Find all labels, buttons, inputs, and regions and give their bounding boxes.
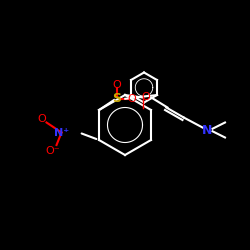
Text: O⁻: O⁻ bbox=[46, 146, 60, 156]
Text: N⁺: N⁺ bbox=[54, 128, 69, 138]
Text: O: O bbox=[142, 92, 150, 102]
Text: O: O bbox=[112, 80, 121, 90]
Text: S: S bbox=[112, 92, 121, 105]
Text: O: O bbox=[37, 114, 46, 124]
Text: O: O bbox=[127, 94, 136, 104]
Text: N: N bbox=[202, 124, 213, 136]
